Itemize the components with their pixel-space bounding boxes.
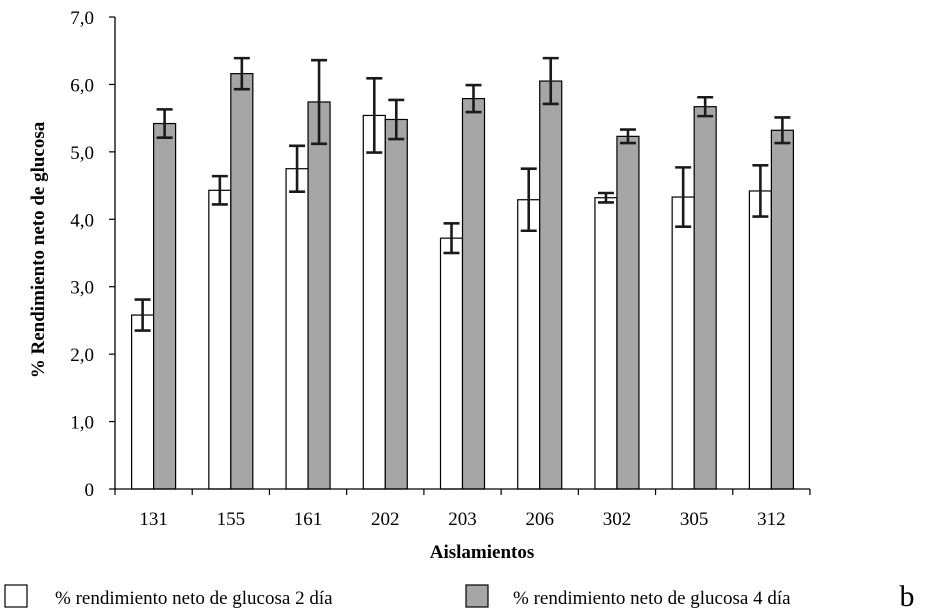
bar-203-series-2 <box>461 97 486 490</box>
bar-206-series-1 <box>517 199 541 490</box>
error-bar-161-series-2 <box>311 58 328 146</box>
error-bar-202-series-1 <box>366 77 383 154</box>
y-tick-label: 7,0 <box>70 8 94 29</box>
bar-312-series-1 <box>748 190 772 490</box>
error-bar-312-series-1 <box>752 164 769 218</box>
x-tick-label: 206 <box>525 509 554 530</box>
y-tick-label: 0 <box>85 480 95 501</box>
y-tick-label: 2,0 <box>70 345 94 366</box>
bar-202-series-1 <box>362 114 386 490</box>
bar-203-series-1 <box>439 237 464 490</box>
legend-label-2-dia: % rendimiento neto de glucosa 2 día <box>55 588 333 609</box>
error-bar-202-series-2 <box>388 98 405 141</box>
y-axis-title: % Rendimiento neto de glucosa <box>28 121 49 378</box>
error-bar-155-series-1 <box>211 174 228 206</box>
error-bar-206-series-2 <box>542 56 559 106</box>
x-tick-label: 131 <box>139 509 168 530</box>
bar-161-series-1 <box>285 168 309 490</box>
error-bar-302-series-1 <box>597 191 614 204</box>
bar-305-series-1 <box>671 196 695 490</box>
bar-302-series-1 <box>594 197 618 490</box>
error-bar-305-series-2 <box>697 95 714 118</box>
legend: % rendimiento neto de glucosa 2 día % re… <box>4 584 791 609</box>
legend-swatch-2-dia <box>4 584 28 608</box>
x-tick-label: 203 <box>448 509 477 530</box>
y-axis-ticks: 0 1,0 2,0 3,0 4,0 5,0 6,0 7,0 <box>70 8 115 501</box>
error-bar-302-series-2 <box>619 128 636 145</box>
bar-305-series-2 <box>693 106 717 490</box>
x-tick-label: 312 <box>757 509 786 530</box>
panel-letter: b <box>900 580 915 611</box>
bar-155-series-2 <box>230 73 254 490</box>
bar-206-series-2 <box>539 80 563 490</box>
x-axis-ticks: 131 155 161 202 203 206 302 305 312 <box>114 489 811 530</box>
bar-312-series-2 <box>770 129 794 490</box>
error-bar-131-series-2 <box>156 108 173 139</box>
error-bar-161-series-1 <box>289 144 306 193</box>
y-tick-label: 6,0 <box>70 75 94 96</box>
error-bar-155-series-2 <box>233 56 250 91</box>
error-bar-203-series-2 <box>465 83 482 114</box>
y-tick-label: 4,0 <box>70 210 94 231</box>
y-tick-label: 3,0 <box>70 278 94 299</box>
legend-label-4-dia: % rendimiento neto de glucosa 4 día <box>513 588 791 609</box>
bar-131-series-2 <box>153 122 177 490</box>
x-tick-label: 155 <box>217 509 246 530</box>
bar-302-series-2 <box>616 135 640 490</box>
bar-161-series-2 <box>307 101 331 490</box>
x-tick-label: 161 <box>294 509 323 530</box>
y-tick-label: 1,0 <box>70 413 94 434</box>
bar-202-series-2 <box>384 118 408 490</box>
error-bar-206-series-1 <box>520 167 537 233</box>
x-axis-title: Aislamientos <box>430 542 535 563</box>
error-bar-312-series-2 <box>774 116 791 145</box>
bar-131-series-1 <box>131 314 155 490</box>
bar-155-series-1 <box>208 189 232 490</box>
x-tick-label: 305 <box>680 509 709 530</box>
y-tick-label: 5,0 <box>70 143 94 164</box>
error-bar-203-series-1 <box>443 222 460 255</box>
error-bar-305-series-1 <box>675 166 692 229</box>
error-bar-131-series-1 <box>134 298 151 332</box>
x-tick-label: 302 <box>603 509 632 530</box>
legend-swatch-4-dia <box>465 584 489 608</box>
bars <box>131 56 794 490</box>
x-tick-label: 202 <box>371 509 400 530</box>
